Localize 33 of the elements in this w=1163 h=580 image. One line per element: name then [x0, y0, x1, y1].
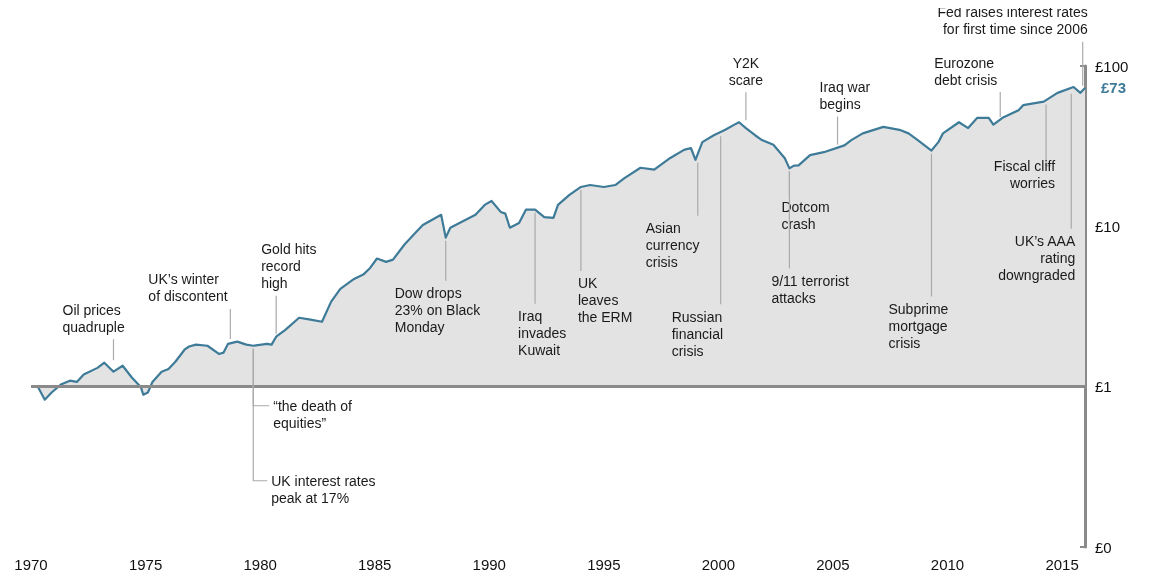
annotation: Y2K scare — [728, 54, 764, 88]
annotation: Subprime mortgage crisis — [888, 301, 949, 352]
annotation: Fiscal cliff worries — [993, 158, 1056, 192]
y-tick-label: £1 — [1095, 378, 1112, 396]
annotation: Oil prices quadruple — [62, 301, 125, 335]
x-tick-label: 1980 — [243, 556, 277, 573]
annotation: Eurozone debt crisis — [934, 54, 998, 88]
x-tick-label: 1990 — [472, 556, 506, 573]
x-tick-label: 1975 — [128, 556, 163, 573]
y-tick-label: £10 — [1095, 217, 1121, 235]
annotation: UK’s winter of discontent — [148, 271, 228, 305]
x-tick-label: 2000 — [701, 556, 736, 573]
y-tick-label: £100 — [1095, 57, 1129, 75]
x-tick-label: 2005 — [816, 556, 850, 573]
y-tick-label: £0 — [1095, 538, 1112, 556]
annotation: 9/11 terrorist attacks — [771, 272, 850, 306]
x-tick-label: 1995 — [587, 556, 621, 573]
data-label: £73 — [1101, 79, 1127, 97]
x-tick-label: 2015 — [1045, 556, 1079, 573]
annotation: Asian currency crisis — [645, 220, 700, 271]
annotation: Dow drops 23% on Black Monday — [394, 285, 482, 336]
annotation: Gold hits record high — [261, 241, 317, 292]
x-tick-label: 2010 — [930, 556, 965, 573]
annotation: Russian financial crisis — [671, 308, 724, 359]
annotation: “the death of equities” — [273, 398, 352, 432]
x-tick-label: 1985 — [358, 556, 392, 573]
annotation: Iraq war begins — [819, 79, 871, 113]
annotation: UK interest rates peak at 17% — [271, 473, 376, 507]
annotation: Fed raises interest rates for first time since 2006 — [937, 4, 1088, 38]
annotation: Iraq invades Kuwait — [518, 308, 567, 359]
x-tick-label: 1970 — [14, 556, 48, 573]
annotation: UK leaves the ERM — [577, 275, 633, 326]
annotation: UK’s AAA rating downgraded — [998, 233, 1076, 284]
